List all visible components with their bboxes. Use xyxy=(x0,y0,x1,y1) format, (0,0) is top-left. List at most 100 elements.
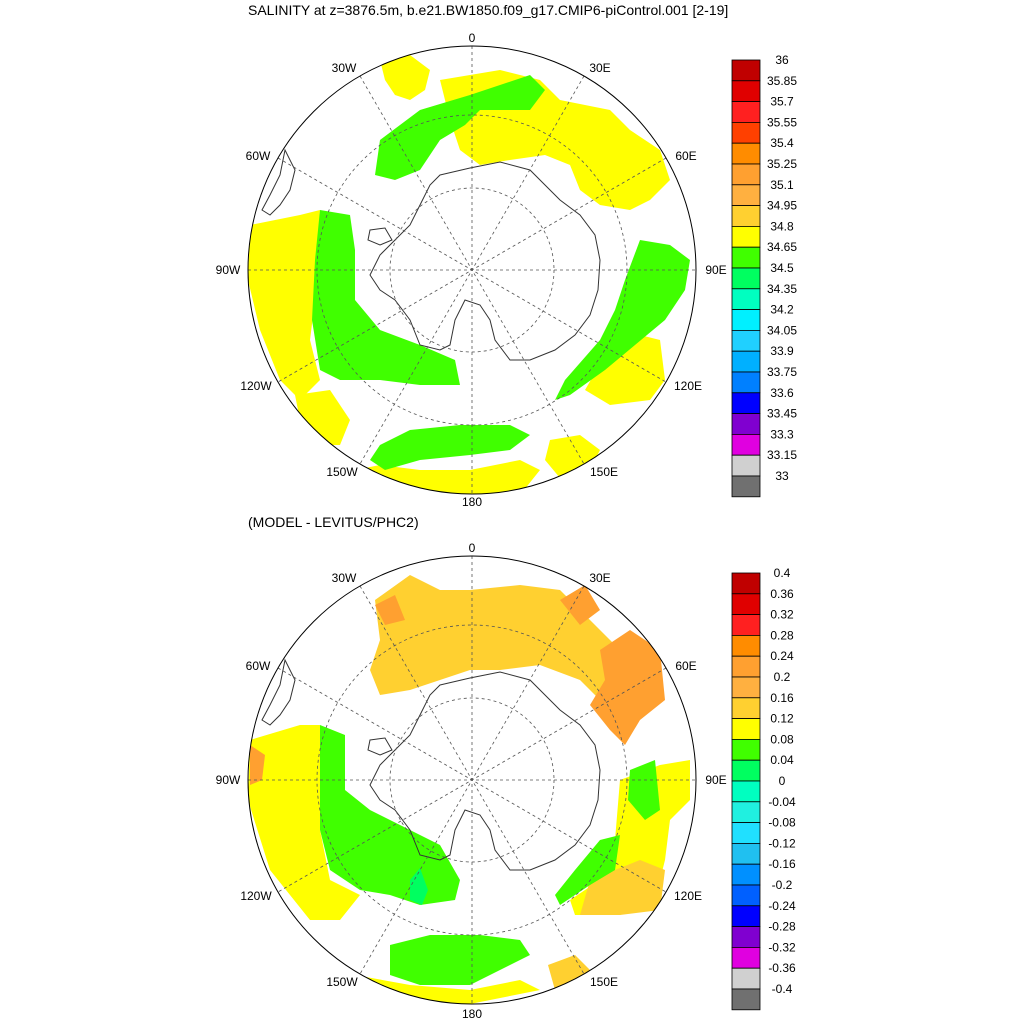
colorbar-label: 34.65 xyxy=(767,240,797,254)
colorbar-label: -0.32 xyxy=(768,940,796,954)
lon-label: 120W xyxy=(240,379,272,393)
colorbar-swatch xyxy=(731,884,761,907)
colorbar-label: 34.95 xyxy=(767,199,797,213)
colorbar-swatch xyxy=(731,246,761,269)
longitude-labels: 0 30E 60E 90E 120E 150E 180 150W 120W 90… xyxy=(216,541,727,1021)
colorbar-label: 0.32 xyxy=(770,608,794,622)
green-region xyxy=(370,425,530,470)
orange-region xyxy=(590,630,665,745)
colorbar-swatch xyxy=(731,80,761,103)
difference-title: (MODEL - LEVITUS/PHC2) xyxy=(248,514,419,530)
colorbar-label: -0.2 xyxy=(772,878,793,892)
colorbar-label: 0.16 xyxy=(770,691,794,705)
green-region xyxy=(555,835,620,905)
lon-label: 90E xyxy=(705,263,726,277)
lon-label: 90E xyxy=(705,773,726,787)
yellow-region xyxy=(440,70,670,210)
colorbar-label: 36 xyxy=(775,53,789,67)
yellow-region xyxy=(295,390,350,445)
colorbar-swatch xyxy=(731,780,761,803)
lon-label: 30W xyxy=(332,61,357,75)
colorbar-swatch xyxy=(731,101,761,123)
lon-label: 30E xyxy=(589,571,610,585)
colorbar-label: 34.2 xyxy=(770,303,794,317)
salinity-colorbar: 36 35.85 35.7 35.55 35.4 35.25 35.1 34.95 34.8 34… xyxy=(731,53,797,498)
lon-label: 90W xyxy=(216,263,241,277)
graticule xyxy=(248,556,696,1004)
colorbar-label: -0.4 xyxy=(772,982,793,996)
colorbar-swatch xyxy=(731,350,761,373)
colorbar-label: -0.12 xyxy=(768,836,796,850)
colorbar-swatch xyxy=(731,142,761,165)
peninsula-outline xyxy=(367,737,393,756)
colorbar-swatch xyxy=(731,614,761,636)
colorbar-swatch xyxy=(731,905,761,927)
antarctica-outline xyxy=(369,671,601,871)
lon-label: 120E xyxy=(674,379,702,393)
colorbar-swatch xyxy=(731,926,761,948)
colorbar-label: 33.6 xyxy=(770,386,794,400)
colorbar-swatch xyxy=(731,697,761,719)
antarctica-outline xyxy=(369,161,601,361)
colorbar-label: 33.45 xyxy=(767,407,797,421)
colorbar-swatch xyxy=(731,572,761,595)
yellow-region xyxy=(585,330,665,405)
colorbar-swatch xyxy=(731,225,761,248)
colorbar-label: 35.7 xyxy=(770,95,794,109)
colorbar-swatch xyxy=(731,718,761,740)
colorbar-swatch xyxy=(731,739,761,761)
colorbar-swatch xyxy=(731,454,761,477)
yellow-region xyxy=(248,725,360,920)
difference-fill-regions xyxy=(248,575,690,1004)
lon-label: 120W xyxy=(240,889,272,903)
green-region xyxy=(555,240,690,400)
colorbar-swatch xyxy=(731,184,761,207)
green-region xyxy=(390,935,530,985)
colorbar-label: 35.1 xyxy=(770,178,794,192)
map-boundary xyxy=(247,555,697,1005)
colorbar-swatch xyxy=(731,392,761,414)
colorbar-swatch xyxy=(731,205,761,227)
lon-label: 60E xyxy=(675,149,696,163)
orange-region xyxy=(375,595,405,625)
map-boundary xyxy=(247,45,697,495)
colorbar-label: 34.05 xyxy=(767,323,797,337)
colorbar-swatch xyxy=(731,329,761,352)
colorbar-label: 0.04 xyxy=(770,753,794,767)
colorbar-label: 35.55 xyxy=(767,115,797,129)
colorbar-label: -0.16 xyxy=(768,857,796,871)
peninsula-outline xyxy=(367,227,393,246)
difference-map: 0 30E 60E 90E 120E 150E 180 150W 120W 90… xyxy=(216,541,727,1021)
lon-label: 60E xyxy=(675,659,696,673)
colorbar-swatch xyxy=(731,655,761,678)
colorbar-swatch xyxy=(731,475,761,498)
colorbar-label: 35.25 xyxy=(767,157,797,171)
colorbar-label: 33.75 xyxy=(767,365,797,379)
colorbar-label: 0.2 xyxy=(774,670,791,684)
colorbar-label: 33 xyxy=(775,469,789,483)
orange-yellow-region xyxy=(580,860,665,915)
colorbar-label: -0.04 xyxy=(768,795,796,809)
green-region xyxy=(628,760,660,820)
lon-label: 150E xyxy=(590,465,618,479)
lon-label: 30W xyxy=(332,571,357,585)
colorbar-label: 0.12 xyxy=(770,712,794,726)
colorbar-label: 34.8 xyxy=(770,219,794,233)
colorbar-label: -0.08 xyxy=(768,816,796,830)
colorbar-label: -0.28 xyxy=(768,920,796,934)
colorbar-swatch xyxy=(731,59,761,82)
lon-label: 150W xyxy=(326,975,358,989)
colorbar-swatch xyxy=(731,593,761,615)
colorbar-swatch xyxy=(731,967,761,990)
yellow-region xyxy=(248,210,320,400)
colorbar-label: 0 xyxy=(779,774,786,788)
south-america-outline xyxy=(261,658,296,726)
colorbar-swatch xyxy=(731,163,761,186)
difference-colorbar: 0.4 0.36 0.32 0.28 0.24 0.2 0.16 0.12 0.08 0.04 0 -… xyxy=(731,566,796,1011)
green-region xyxy=(320,725,460,905)
colorbar-swatch xyxy=(731,288,761,310)
lon-label: 120E xyxy=(674,889,702,903)
colorbar-swatch xyxy=(731,759,761,782)
colorbar-swatch xyxy=(731,413,761,435)
